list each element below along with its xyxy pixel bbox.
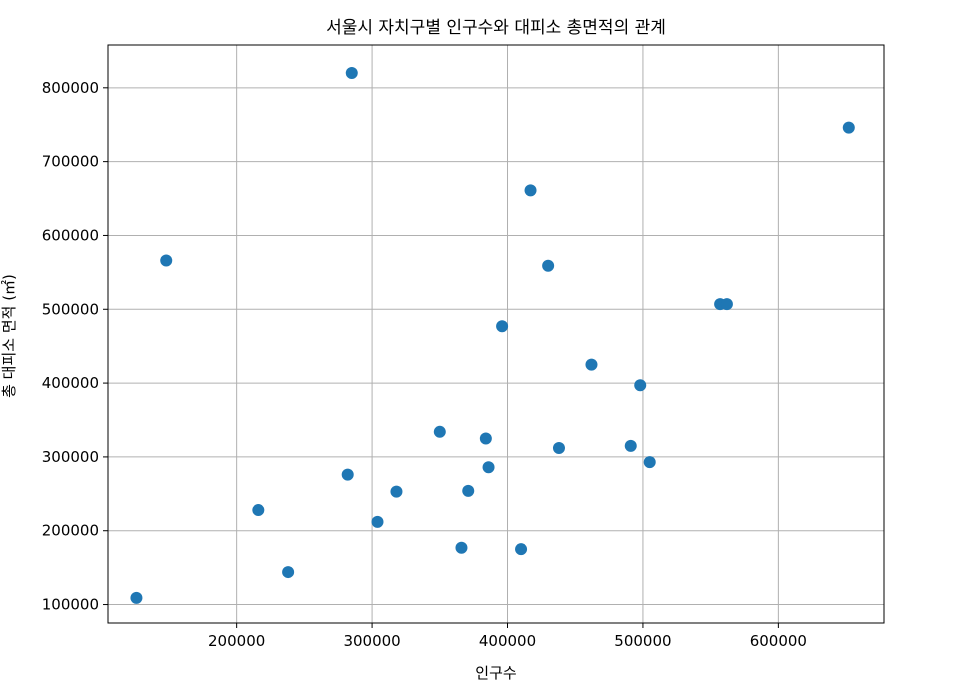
plot-frame (107, 44, 885, 624)
chart-title: 서울시 자치구별 인구수와 대피소 총면적의 관계 (326, 18, 666, 38)
scatter-point (542, 259, 555, 272)
y-tick-label: 800000 (42, 79, 99, 97)
scatter-point (720, 298, 733, 311)
y-tick-label: 500000 (42, 300, 99, 318)
scatter-point (282, 566, 295, 579)
scatter-point (390, 485, 403, 498)
grid-layer (108, 45, 884, 623)
scatter-point (252, 504, 265, 517)
x-tick-label: 300000 (343, 632, 400, 650)
y-tick-label: 700000 (42, 153, 99, 171)
x-tick-label: 200000 (208, 632, 265, 650)
scatter-point (462, 484, 475, 497)
y-tick-label: 100000 (42, 596, 99, 614)
scatter-point (496, 320, 509, 333)
scatter-point (341, 468, 354, 481)
scatter-point (552, 442, 565, 455)
scatter-point (643, 456, 656, 469)
points-layer (130, 67, 855, 604)
y-tick-label: 600000 (42, 226, 99, 244)
scatter-point (515, 543, 528, 556)
y-axis-ticks: 100000 200000 300000 400000 500000 600000 7000… (42, 79, 108, 614)
scatter-point (130, 591, 143, 604)
y-tick-label: 300000 (42, 448, 99, 466)
scatter-point (433, 425, 446, 438)
y-tick-label: 400000 (42, 374, 99, 392)
scatter-point (371, 515, 384, 528)
scatter-point (842, 121, 855, 134)
y-tick-label: 200000 (42, 522, 99, 540)
scatter-point (624, 439, 637, 452)
x-axis-ticks: 200000 300000 400000 500000 600000 (208, 623, 807, 650)
x-tick-label: 400000 (479, 632, 536, 650)
scatter-point (160, 254, 173, 267)
scatter-point (455, 541, 468, 554)
scatter-point (524, 184, 537, 197)
scatter-point (479, 432, 492, 445)
scatter-point (634, 379, 647, 392)
x-axis-label: 인구수 (475, 664, 516, 682)
scatter-point (585, 358, 598, 371)
x-tick-label: 500000 (614, 632, 671, 650)
x-tick-label: 600000 (750, 632, 807, 650)
y-axis-label: 총 대피소 면적 (㎡) (0, 274, 18, 398)
scatter-point (482, 461, 495, 474)
scatter-point (345, 67, 358, 80)
